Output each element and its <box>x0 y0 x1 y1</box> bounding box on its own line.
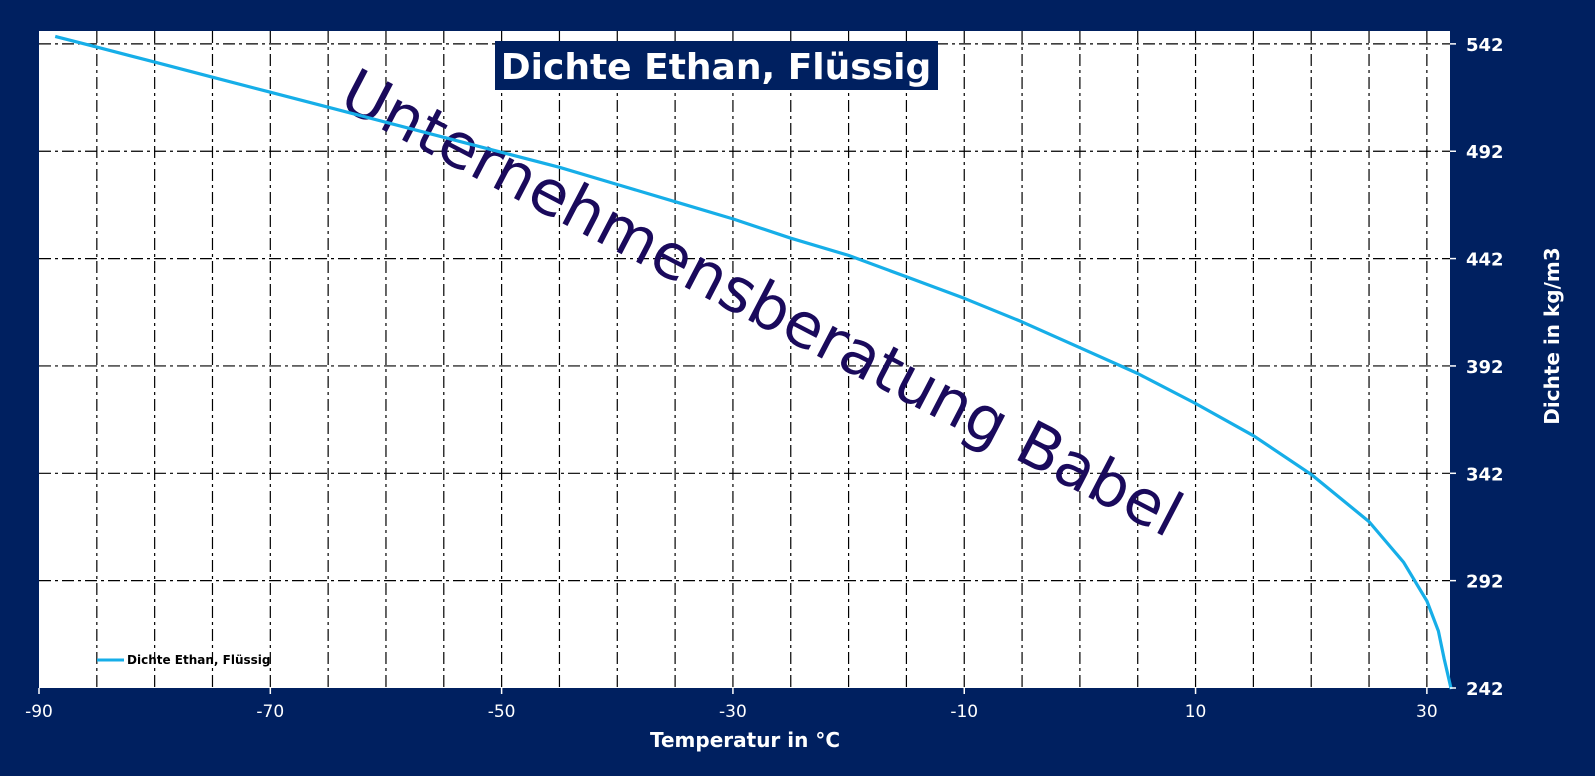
x-tick-label: 10 <box>1185 702 1207 722</box>
chart-title: Dichte Ethan, Flüssig <box>501 47 931 88</box>
y-axis-ticks: 242 292 342 392 442 492 542 <box>1450 35 1504 700</box>
x-tick-label: -90 <box>25 702 53 722</box>
chart-title-box: Dichte Ethan, Flüssig <box>495 41 938 90</box>
series-line <box>54 34 1453 690</box>
y-tick-label: 492 <box>1466 142 1504 163</box>
y-tick-label: 342 <box>1466 464 1504 485</box>
y-tick-label: 542 <box>1466 35 1504 56</box>
chart-title-background <box>495 41 938 90</box>
x-tick-label: 30 <box>1416 702 1438 722</box>
y-tick-label: 392 <box>1466 357 1504 378</box>
y-tick-label: 442 <box>1466 250 1504 271</box>
x-tick-label: -50 <box>488 702 516 722</box>
x-tick-label: -70 <box>256 702 284 722</box>
legend-label: Dichte Ethan, Flüssig <box>127 653 270 667</box>
y-axis-label: Dichte in kg/m3 <box>1540 247 1564 424</box>
y-tick-label: 292 <box>1466 572 1504 593</box>
series-layer <box>54 34 1453 690</box>
y-tick-label: 242 <box>1466 679 1504 700</box>
x-tick-label: -10 <box>950 702 978 722</box>
grid-lines <box>39 31 1450 688</box>
x-axis-ticks: -90 -70 -50 -30 -10 10 30 <box>25 688 1438 722</box>
x-tick-label: -30 <box>719 702 747 722</box>
x-axis-label: Temperatur in °C <box>650 728 840 752</box>
plot-area <box>39 31 1450 688</box>
legend: Dichte Ethan, Flüssig <box>97 653 270 667</box>
